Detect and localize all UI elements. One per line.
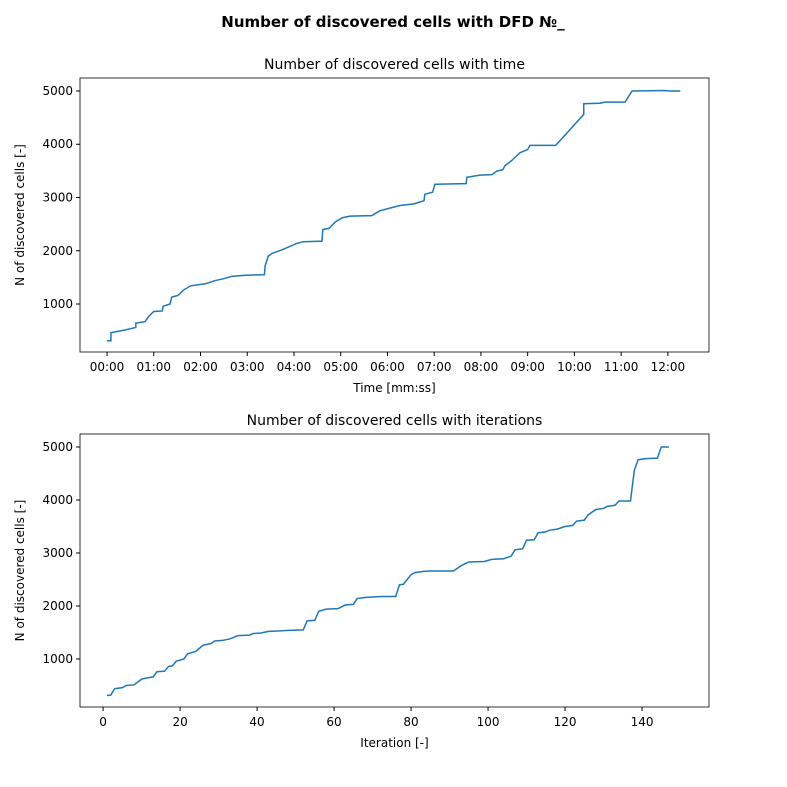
axes-title: Number of discovered cells with time [264, 57, 525, 73]
x-tick-label: 07:00 [417, 360, 452, 374]
axes-frame [79, 433, 710, 708]
y-tick-label: 3000 [42, 191, 73, 205]
y-axis-label: N of discovered cells [-] [13, 144, 27, 286]
x-tick-label: 80 [403, 715, 418, 729]
x-tick-label: 10:00 [557, 360, 592, 374]
x-tick-label: 12:00 [651, 360, 686, 374]
x-tick-label: 120 [554, 715, 577, 729]
x-tick-label: 140 [631, 715, 654, 729]
x-tick-label: 06:00 [370, 360, 405, 374]
y-tick-label: 4000 [42, 137, 73, 151]
x-tick-label: 08:00 [464, 360, 499, 374]
y-tick-label: 5000 [42, 84, 73, 98]
axes-title: Number of discovered cells with iteratio… [247, 413, 543, 429]
x-tick-label: 04:00 [277, 360, 312, 374]
y-tick-label: 4000 [42, 493, 73, 507]
data-line [106, 446, 669, 697]
x-tick-label: 01:00 [136, 360, 171, 374]
y-axis-label: N of discovered cells [-] [13, 500, 27, 642]
x-tick-label: 11:00 [604, 360, 639, 374]
y-tick-label: 2000 [42, 244, 73, 258]
x-tick-label: 40 [249, 715, 264, 729]
y-tick-label: 2000 [42, 599, 73, 613]
axes-frame [79, 77, 710, 353]
x-tick-label: 60 [326, 715, 341, 729]
x-tick-label: 0 [99, 715, 107, 729]
x-tick-label: 100 [477, 715, 500, 729]
y-tick-label: 5000 [42, 440, 73, 454]
x-tick-label: 09:00 [510, 360, 545, 374]
y-tick-label: 1000 [42, 652, 73, 666]
x-axis-label: Iteration [-] [360, 736, 428, 750]
x-tick-label: 05:00 [323, 360, 358, 374]
x-tick-label: 00:00 [90, 360, 125, 374]
x-axis-label: Time [mm:ss] [352, 381, 435, 395]
y-tick-label: 3000 [42, 546, 73, 560]
data-line [107, 89, 681, 342]
figure-title: Number of discovered cells with DFD №_ [221, 13, 565, 31]
x-tick-label: 02:00 [183, 360, 218, 374]
y-tick-label: 1000 [42, 297, 73, 311]
x-tick-label: 03:00 [230, 360, 265, 374]
x-tick-label: 20 [172, 715, 187, 729]
